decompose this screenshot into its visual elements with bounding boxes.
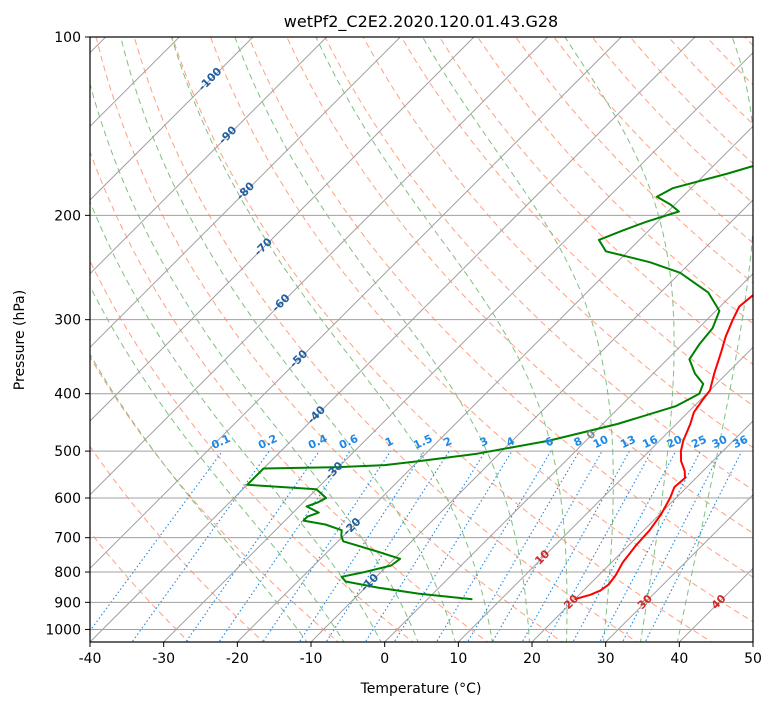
isotherm-line [310,199,753,642]
mixing-ratio-line [185,450,320,642]
isotherm-line [384,272,753,642]
mixing-ratio-line [644,450,743,642]
moist-adiabat [90,200,382,642]
mixing-ratio-label: 16 [640,433,660,451]
x-tick-label: -30 [152,651,175,667]
mixing-ratio-line [262,450,392,642]
mixing-ratio-line [491,450,603,642]
dry-adiabat [362,37,753,449]
y-tick-label: 500 [54,444,81,460]
mixing-ratio-label: 20 [665,433,685,451]
isotherm-line [752,641,753,642]
y-tick-label: 600 [54,491,81,507]
isotherm-line [90,37,328,275]
y-axis: 100 200 300 400 500 600 700 800 900 1000 [45,30,90,638]
x-tick-label: 50 [744,651,762,667]
mixing-ratio-line [298,450,425,642]
dry-adiabat [286,37,753,534]
mixing-ratio-line [521,450,630,642]
mixing-ratio-line [572,450,677,642]
dry-adiabat [400,37,753,407]
isotherm-line [90,37,475,422]
x-tick-label: -20 [226,651,249,667]
dewpoint-line [246,164,753,601]
gridlines [90,37,753,642]
dry-adiabat [477,37,753,325]
y-tick-label: 700 [54,531,81,547]
y-tick-label: 300 [54,313,81,329]
y-tick-label: 900 [54,595,81,611]
isotherm-line [457,346,753,642]
isotherm-line [90,37,254,201]
dry-adiabat [248,37,753,578]
mixing-ratio-line [466,450,580,642]
dry-adiabat [324,37,753,491]
chart-title: wetPf2_C2E2.2020.120.01.43.G28 [284,12,558,32]
isotherm-line [605,493,753,642]
isotherm-line [236,125,753,642]
dry-adiabat [90,259,414,642]
x-tick-label: -10 [300,651,323,667]
mixing-ratio-line [90,450,223,632]
mixing-ratio-line [218,450,351,642]
isotherm-line [90,37,696,642]
y-tick-label: 1000 [45,622,81,638]
isotherm-line [90,37,401,349]
y-tick-label: 200 [54,208,81,224]
mixing-ratio-label: 36 [731,433,751,451]
profiles [246,164,753,601]
y-axis-label: Pressure (hPa) [12,290,28,390]
x-axis-label: Temperature (°C) [360,681,482,697]
mixing-ratio-line [621,450,722,642]
mixing-ratio-label: 13 [618,433,637,451]
isotherm-line [531,420,753,642]
plot-background [90,37,753,642]
isotherm-line [90,37,549,496]
isotherm-line [90,37,622,570]
x-tick-label: 40 [670,651,688,667]
x-axis: -40 -30 -20 -10 0 10 20 30 40 50 [79,642,762,667]
temperature-line [574,293,753,601]
plot-frame [89,36,754,643]
mixing-ratio-line [435,450,552,642]
y-tick-label: 400 [54,387,81,403]
x-tick-label: 10 [449,651,467,667]
mixing-ratio-line [599,450,701,642]
x-tick-label: 30 [597,651,615,667]
x-tick-label: 0 [380,651,389,667]
mixing-ratio-line [545,450,653,642]
mixing-ratio-label: 25 [689,433,708,451]
moist-adiabat [90,81,419,642]
x-tick-label: -40 [79,651,102,667]
x-tick-label: 20 [523,651,541,667]
mixing-ratio-label: 10 [591,433,611,451]
mixing-ratio-label: 30 [710,433,730,451]
y-tick-label: 100 [54,30,81,46]
isotherm-line [163,51,753,642]
y-tick-label: 800 [54,565,81,581]
mixing-ratio-line [393,450,513,642]
dry-adiabat [438,37,753,366]
